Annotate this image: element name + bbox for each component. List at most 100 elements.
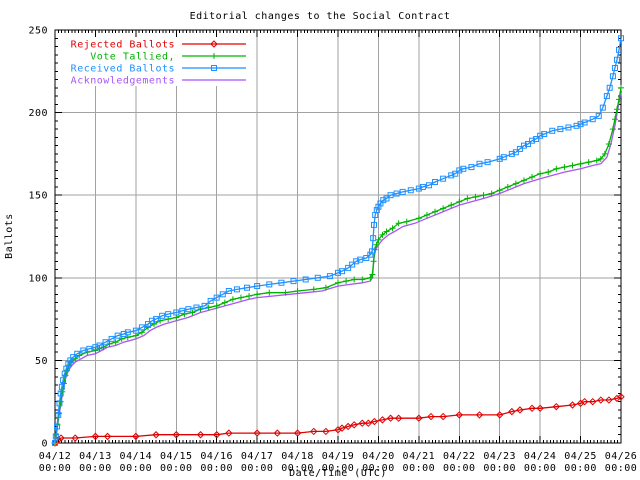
square-marker-icon [529, 137, 536, 144]
diamond-marker-icon [91, 432, 100, 441]
square-marker-icon [380, 197, 387, 204]
diamond-marker-icon [293, 429, 302, 437]
square-marker-icon [577, 121, 584, 128]
square-marker-icon [345, 264, 352, 271]
diamond-marker-icon [394, 414, 403, 422]
series-line [54, 38, 622, 444]
diamond-marker-icon [350, 421, 358, 429]
axis-ticks [54, 29, 622, 444]
square-marker-icon [500, 154, 507, 161]
y-tick-label: 100 [28, 273, 48, 284]
x-tick-time: 00:00 [403, 463, 436, 474]
diamond-marker-icon [605, 396, 613, 404]
x-tick-date: 04/25 [564, 451, 597, 462]
diamond-marker-icon [508, 407, 516, 416]
square-marker-icon [57, 390, 64, 397]
square-marker-icon [225, 288, 232, 295]
square-marker-icon [278, 279, 285, 286]
x-tick-time: 00:00 [564, 463, 597, 474]
diamond-marker-icon [568, 401, 577, 409]
y-axis-label: Ballots [4, 213, 15, 259]
square-marker-icon [484, 159, 491, 166]
square-marker-icon [613, 56, 620, 63]
square-marker-icon [244, 284, 251, 291]
square-marker-icon [120, 330, 127, 337]
square-marker-icon [363, 254, 370, 261]
square-marker-icon [609, 73, 616, 80]
square-marker-icon [114, 332, 121, 339]
diamond-marker-icon [516, 406, 524, 414]
diamond-marker-icon [132, 432, 140, 441]
diamond-marker-icon [103, 432, 112, 441]
square-marker-icon [144, 321, 151, 328]
diamond-marker-icon [427, 412, 435, 421]
x-tick-time: 00:00 [281, 463, 314, 474]
x-tick-date: 04/13 [79, 451, 112, 462]
square-marker-icon [159, 312, 166, 319]
diamond-marker-icon [172, 431, 180, 439]
square-marker-icon [80, 347, 87, 354]
diamond-marker-icon [364, 419, 373, 427]
x-tick-date: 04/22 [443, 451, 476, 462]
diamond-marker-icon [71, 434, 79, 442]
square-marker-icon [92, 344, 99, 351]
square-marker-icon [419, 183, 426, 190]
square-marker-icon [456, 167, 463, 174]
square-marker-icon [153, 316, 160, 323]
square-marker-icon [373, 207, 380, 214]
diamond-marker-icon [496, 411, 504, 419]
square-marker-icon [201, 302, 208, 309]
x-tick-date: 04/15 [160, 451, 193, 462]
square-marker-icon [581, 119, 588, 126]
square-marker-icon [415, 185, 422, 192]
square-marker-icon [207, 297, 214, 304]
square-marker-icon [233, 286, 240, 293]
x-tick-time: 00:00 [120, 463, 153, 474]
square-marker-icon [476, 160, 483, 167]
square-marker-icon [516, 145, 523, 152]
diamond-marker-icon [322, 427, 330, 436]
square-marker-icon [432, 178, 439, 185]
diamond-marker-icon [597, 396, 605, 404]
diamond-marker-icon [370, 417, 379, 426]
diamond-marker-icon [552, 402, 561, 411]
square-marker-icon [368, 248, 375, 255]
diamond-marker-icon [588, 397, 597, 406]
square-marker-icon [138, 324, 145, 331]
square-marker-icon [557, 126, 564, 133]
series-line [54, 396, 622, 444]
square-marker-icon [96, 342, 103, 349]
square-marker-icon [496, 155, 503, 162]
square-marker-icon [86, 345, 93, 352]
square-marker-icon [618, 35, 624, 42]
square-marker-icon [314, 274, 321, 281]
square-marker-icon [302, 276, 309, 283]
square-marker-icon [52, 440, 58, 446]
square-marker-icon [440, 175, 447, 182]
square-marker-icon [335, 269, 341, 276]
x-axis-label: Date/Time (UTC) [289, 468, 387, 479]
diamond-marker-icon [310, 427, 318, 436]
square-marker-icon [533, 136, 540, 143]
x-tick-date: 04/18 [281, 451, 314, 462]
square-marker-icon [387, 192, 394, 199]
square-marker-icon [393, 190, 400, 197]
diamond-marker-icon [273, 429, 282, 437]
y-tick-labels: 0 50 100 150 200 250 [28, 26, 48, 450]
square-marker-icon [74, 350, 81, 357]
y-tick-label: 0 [41, 439, 48, 450]
square-marker-icon [615, 46, 622, 53]
x-tick-time: 00:00 [605, 463, 638, 474]
square-marker-icon [606, 84, 613, 91]
square-marker-icon [165, 311, 172, 318]
square-marker-icon [525, 140, 532, 147]
square-marker-icon [60, 377, 67, 384]
square-marker-icon [70, 354, 77, 361]
diamond-marker-icon [210, 40, 218, 48]
square-marker-icon [213, 294, 220, 301]
legend-label: Vote Tallied, [90, 52, 175, 63]
square-marker-icon [185, 306, 192, 313]
x-tick-time: 00:00 [200, 463, 233, 474]
square-marker-icon [56, 400, 63, 407]
